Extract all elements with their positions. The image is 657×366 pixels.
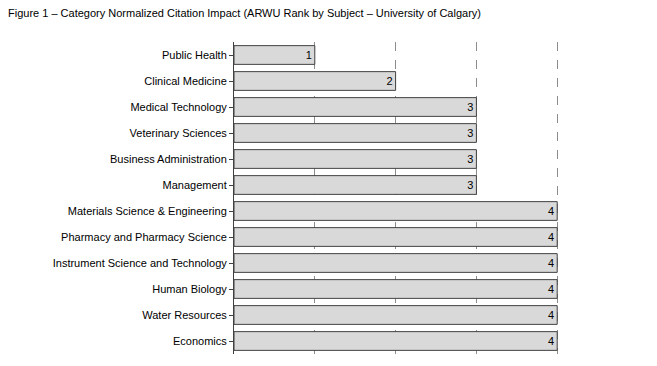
svg-text:3: 3 xyxy=(467,127,473,139)
svg-text:Economics: Economics xyxy=(173,335,227,347)
svg-text:3: 3 xyxy=(467,153,473,165)
svg-text:4: 4 xyxy=(548,205,554,217)
svg-text:Human Biology: Human Biology xyxy=(152,283,227,295)
svg-text:Medical Technology: Medical Technology xyxy=(130,101,227,113)
svg-text:Clinical Medicine: Clinical Medicine xyxy=(144,75,227,87)
svg-text:Instrument Science and Technol: Instrument Science and Technology xyxy=(53,257,228,269)
svg-text:Water Resources: Water Resources xyxy=(142,309,227,321)
svg-text:4: 4 xyxy=(548,335,554,347)
svg-text:2: 2 xyxy=(386,75,392,87)
svg-text:Management: Management xyxy=(163,179,227,191)
svg-text:Veterinary Sciences: Veterinary Sciences xyxy=(130,127,228,139)
svg-text:4: 4 xyxy=(548,283,554,295)
svg-text:3: 3 xyxy=(467,179,473,191)
svg-text:4: 4 xyxy=(548,309,554,321)
svg-text:Pharmacy and Pharmacy Science: Pharmacy and Pharmacy Science xyxy=(61,231,227,243)
svg-text:4: 4 xyxy=(548,231,554,243)
svg-text:Figure 1 – Category Normalized: Figure 1 – Category Normalized Citation … xyxy=(8,7,481,19)
svg-text:Materials Science & Engineerin: Materials Science & Engineering xyxy=(68,205,227,217)
svg-text:Public Health: Public Health xyxy=(162,49,227,61)
svg-text:4: 4 xyxy=(548,257,554,269)
svg-text:3: 3 xyxy=(467,101,473,113)
svg-text:1: 1 xyxy=(306,49,312,61)
svg-text:Business Administration: Business Administration xyxy=(110,153,227,165)
